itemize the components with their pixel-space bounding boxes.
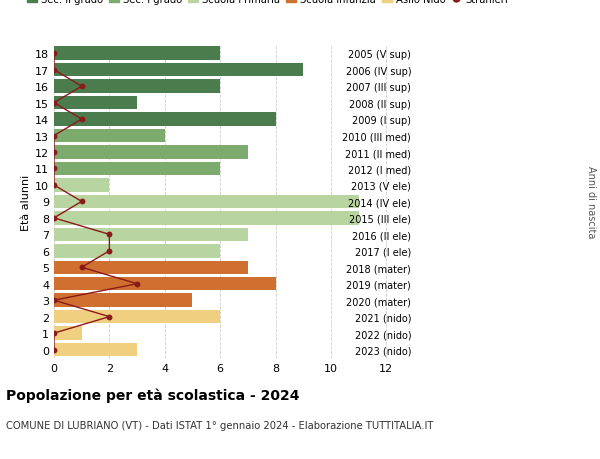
Text: COMUNE DI LUBRIANO (VT) - Dati ISTAT 1° gennaio 2024 - Elaborazione TUTTITALIA.I: COMUNE DI LUBRIANO (VT) - Dati ISTAT 1° … xyxy=(6,420,433,430)
Bar xyxy=(54,343,137,357)
Point xyxy=(49,67,59,74)
Point xyxy=(77,264,86,271)
Y-axis label: Età alunni: Età alunni xyxy=(21,174,31,230)
Point xyxy=(49,149,59,157)
Point xyxy=(77,198,86,206)
Bar xyxy=(54,212,359,225)
Text: Anni di nascita: Anni di nascita xyxy=(586,166,596,238)
Bar xyxy=(54,47,220,61)
Point xyxy=(104,231,114,239)
Bar xyxy=(54,162,220,176)
Bar xyxy=(54,261,248,274)
Point xyxy=(77,83,86,90)
Point xyxy=(49,215,59,222)
Point xyxy=(104,247,114,255)
Bar xyxy=(54,294,193,307)
Point xyxy=(49,133,59,140)
Bar xyxy=(54,310,220,324)
Bar xyxy=(54,97,137,110)
Bar xyxy=(54,113,275,127)
Point xyxy=(77,116,86,123)
Point xyxy=(49,330,59,337)
Point xyxy=(49,100,59,107)
Point xyxy=(49,297,59,304)
Bar xyxy=(54,64,303,77)
Point xyxy=(49,50,59,58)
Point xyxy=(132,280,142,288)
Bar xyxy=(54,228,248,241)
Text: Popolazione per età scolastica - 2024: Popolazione per età scolastica - 2024 xyxy=(6,388,299,403)
Point xyxy=(49,346,59,353)
Bar xyxy=(54,277,275,291)
Point xyxy=(104,313,114,321)
Bar xyxy=(54,179,109,192)
Point xyxy=(49,182,59,189)
Bar xyxy=(54,327,82,340)
Bar xyxy=(54,80,220,94)
Point xyxy=(49,165,59,173)
Bar xyxy=(54,129,165,143)
Bar xyxy=(54,195,359,209)
Bar xyxy=(54,146,248,159)
Bar xyxy=(54,245,220,258)
Legend: Sec. II grado, Sec. I grado, Scuola Primaria, Scuola Infanzia, Asilo Nido, Stran: Sec. II grado, Sec. I grado, Scuola Prim… xyxy=(26,0,508,5)
